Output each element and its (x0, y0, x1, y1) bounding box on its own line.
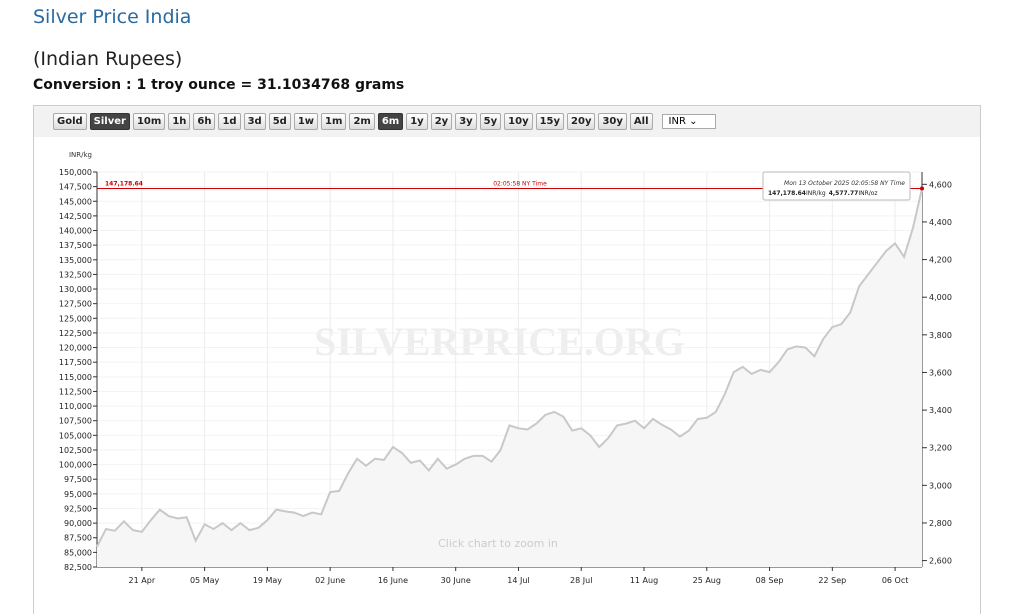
y-tick-label: 150,000 (59, 168, 92, 177)
chart-panel: Gold Silver 10m 1h 6h 1d 3d 5d 1w 1m 2m 6m 1y 2y 3y 5y 1… (33, 105, 981, 614)
x-tick-label: 16 June (378, 576, 408, 585)
y-tick-label: 105,000 (59, 431, 92, 440)
conversion: Conversion : 1 troy ounce = 31.1034768 g… (33, 77, 405, 93)
y2-tick-label: 3,000 (929, 481, 952, 490)
tooltip-point (920, 186, 924, 191)
range-button[interactable]: 3y (455, 113, 477, 130)
range-button[interactable]: 5d (268, 113, 291, 130)
tooltip-value: INR/oz (858, 190, 877, 197)
range-button[interactable]: 10m (132, 113, 166, 130)
range-button[interactable]: 6h (193, 113, 216, 130)
range-button[interactable]: 5y (479, 113, 502, 130)
range-button[interactable]: 1d (218, 113, 241, 130)
y-tick-label: 147,500 (59, 183, 92, 192)
hint: Click chart to zoom in (438, 537, 558, 550)
range-button[interactable]: Silver (89, 113, 130, 130)
title: Silver Price India (33, 6, 192, 28)
y-axis-label: INR/kg (69, 151, 92, 159)
y2-tick-label: 4,200 (929, 256, 952, 265)
range-button[interactable]: 20y (567, 113, 596, 130)
y-tick-label: 102,500 (59, 446, 92, 455)
y2-tick-label: 3,600 (929, 368, 952, 377)
range-button[interactable]: Gold (53, 113, 87, 130)
range-button[interactable]: 15y (535, 113, 565, 130)
x-tick-label: 14 Jul (507, 576, 529, 585)
currency-select[interactable]: INR ⌄ (661, 114, 716, 129)
area (97, 188, 922, 567)
y2-tick-label: 4,000 (929, 293, 952, 302)
tooltip-value: 147,178.64 (768, 190, 806, 197)
tooltip-value: 4,577.77 (829, 190, 859, 197)
y-tick-label: 135,000 (59, 256, 92, 265)
y-tick-label: 145,000 (59, 197, 92, 206)
y-tick-label: 92,500 (64, 504, 92, 513)
y-tick-label: 117,500 (59, 358, 92, 367)
watermark: SILVERPRICE.ORG (314, 319, 685, 364)
y-tick-label: 87,500 (64, 534, 92, 543)
y-tick-label: 82,500 (64, 563, 92, 572)
current-label: 147,178.64 (105, 181, 143, 188)
x-tick-label: 19 May (253, 576, 283, 585)
x-tick-label: 11 Aug (630, 576, 658, 585)
y2-tick-label: 3,400 (929, 406, 952, 415)
x-tick-label: 06 Oct (882, 576, 909, 585)
y-tick-label: 95,000 (64, 490, 92, 499)
y-tick-label: 90,000 (64, 519, 92, 528)
y-tick-label: 97,500 (64, 475, 92, 484)
x-tick-label: 28 Jul (570, 576, 592, 585)
x-tick-label: 22 Sep (818, 576, 846, 585)
range-button[interactable]: 10y (504, 113, 533, 130)
x-tick-label: 30 June (441, 576, 471, 585)
toolbar: Gold Silver 10m 1h 6h 1d 3d 5d 1w 1m 2m 6m 1y 2y 3y 5y 1… (34, 106, 980, 137)
y-tick-label: 85,000 (64, 548, 92, 557)
line (96, 188, 923, 547)
range-button[interactable]: All (629, 113, 653, 130)
range-button[interactable]: 2m (349, 113, 375, 130)
y-tick-label: 115,000 (59, 373, 92, 382)
y-tick-label: 137,500 (59, 241, 92, 250)
tooltip-box (762, 171, 911, 201)
subtitle: (Indian Rupees) (33, 48, 183, 70)
y-tick-label: 122,500 (59, 329, 92, 338)
y-tick-label: 107,500 (59, 417, 92, 426)
y-tick-label: 127,500 (59, 300, 92, 309)
y-tick-label: 130,000 (59, 285, 92, 294)
x-tick-label: 05 May (190, 576, 220, 585)
range-button[interactable]: 1m (321, 113, 347, 130)
x-tick-label: 02 June (315, 576, 345, 585)
y2-tick-label: 2,800 (929, 519, 952, 528)
y-tick-label: 110,000 (59, 402, 92, 411)
y2-tick-label: 4,400 (929, 218, 952, 227)
current-time: 02:05:58 NY Time (493, 181, 547, 188)
x-tick-label: 21 Apr (129, 576, 156, 585)
range-button[interactable]: 1y (406, 113, 428, 130)
range-button[interactable]: 30y (598, 113, 627, 130)
range-button[interactable]: 6m (377, 113, 404, 130)
range-button[interactable]: 2y (430, 113, 453, 130)
range-button[interactable]: 1w (293, 113, 319, 130)
y-tick-label: 140,000 (59, 227, 92, 236)
y2-tick-label: 2,600 (929, 557, 952, 566)
tooltip-values: 147,178.64INR/kg 4,577.77INR/oz (768, 190, 878, 197)
x-tick-label: 08 Sep (756, 576, 784, 585)
y-tick-label: 125,000 (59, 314, 92, 323)
x-tick-label: 25 Aug (693, 576, 721, 585)
tooltip-value: INR/kg (806, 190, 826, 197)
tooltip-date: Mon 13 October 2025 02:05:58 NY Time (784, 180, 905, 187)
y-tick-label: 142,500 (59, 212, 92, 221)
y2-tick-label: 4,600 (929, 180, 952, 189)
y-tick-label: 100,000 (59, 461, 92, 470)
y-tick-label: 132,500 (59, 270, 92, 279)
y-tick-label: 112,500 (59, 387, 92, 396)
y2-tick-label: 3,800 (929, 331, 952, 340)
y-tick-label: 120,000 (59, 344, 92, 353)
y2-tick-label: 3,200 (929, 444, 952, 453)
range-button[interactable]: 1h (168, 113, 191, 130)
range-button[interactable]: 3d (243, 113, 266, 130)
